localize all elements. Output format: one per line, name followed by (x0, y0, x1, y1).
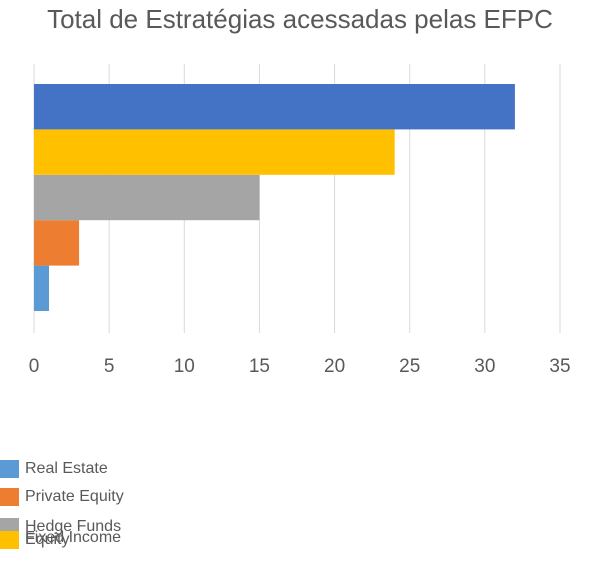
bar-private-equity (34, 220, 80, 266)
legend-swatch (0, 531, 19, 549)
legend-label: Hedge Funds (25, 518, 122, 535)
bar-equity (34, 84, 515, 130)
bar-real-estate (34, 265, 50, 311)
x-tick-label: 0 (29, 356, 40, 377)
legend-swatch (0, 460, 19, 478)
legend-swatch (0, 488, 19, 506)
legend-label: Equity (25, 531, 70, 548)
x-tick-label: 10 (174, 356, 195, 377)
x-tick-label: 15 (249, 356, 270, 377)
legend-label: Private Equity (25, 488, 124, 505)
bar-hedge-funds (34, 174, 260, 221)
chart-title: Total de Estratégias acessadas pelas EFP… (47, 4, 553, 34)
legend-label: Fixed Income (25, 529, 122, 546)
x-tick-label: 30 (474, 356, 495, 377)
x-tick-label: 35 (549, 356, 570, 377)
x-tick-label: 20 (324, 356, 345, 377)
x-tick-label: 5 (104, 356, 115, 377)
bar-fixed-income (34, 129, 395, 175)
x-tick-label: 25 (399, 356, 420, 377)
legend-label: Real Estate (25, 460, 108, 477)
